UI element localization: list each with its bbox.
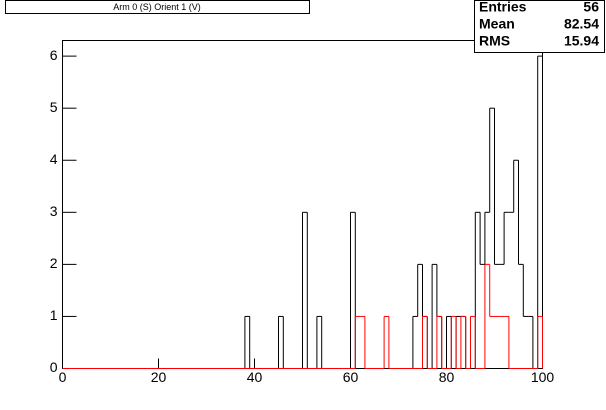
x-tick-label: 100 [531, 369, 555, 385]
stat-value: 56 [583, 0, 599, 15]
x-tick-label: 20 [151, 369, 167, 385]
stat-label: Mean [479, 16, 515, 32]
y-tick-label: 5 [50, 99, 58, 115]
y-tick-label: 6 [50, 47, 58, 63]
stats-box: Entries 56 Mean 82.54 RMS 15.94 [474, 0, 605, 53]
stat-label: Entries [479, 0, 527, 15]
x-tick-label: 80 [439, 369, 455, 385]
stat-value: 82.54 [564, 16, 599, 32]
y-tick-label: 0 [50, 359, 58, 375]
chart-title: Arm 0 (S) Orient 1 (V) [113, 2, 201, 12]
title-box [5, 0, 310, 14]
x-tick-label: 40 [247, 369, 263, 385]
x-tick-label: 60 [343, 369, 359, 385]
stat-label: RMS [479, 33, 510, 49]
stats-frame [474, 0, 605, 53]
stat-value: 15.94 [564, 33, 599, 49]
y-tick-label: 1 [50, 307, 58, 323]
x-tick-label: 0 [59, 369, 67, 385]
y-tick-label: 4 [50, 151, 58, 167]
y-tick-label: 2 [50, 255, 58, 271]
y-tick-label: 3 [50, 203, 58, 219]
